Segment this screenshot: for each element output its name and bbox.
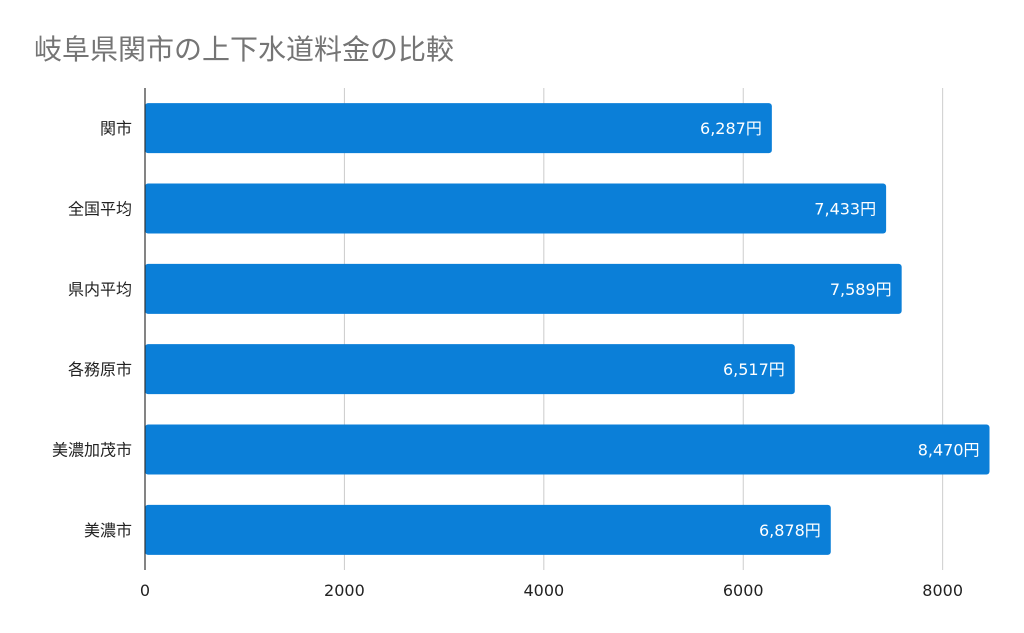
- data-label: 6,287円: [700, 119, 762, 138]
- category-label: 美濃加茂市: [52, 441, 132, 460]
- bar: [145, 424, 990, 475]
- x-tick-label: 2000: [324, 581, 365, 600]
- bar: [145, 344, 795, 395]
- bar: [145, 504, 831, 555]
- x-tick-label: 8000: [922, 581, 963, 600]
- bar: [145, 263, 902, 314]
- x-tick-label: 4000: [523, 581, 564, 600]
- category-label: 全国平均: [68, 200, 132, 219]
- category-label: 関市: [100, 119, 132, 138]
- data-label: 6,517円: [723, 360, 785, 379]
- data-label: 6,878円: [759, 521, 821, 540]
- category-label: 県内平均: [68, 280, 132, 299]
- category-label: 美濃市: [84, 521, 132, 540]
- data-label: 7,589円: [830, 280, 892, 299]
- bar: [145, 183, 887, 234]
- bar: [145, 103, 772, 154]
- category-label: 各務原市: [68, 360, 132, 379]
- x-tick-label: 0: [140, 581, 150, 600]
- x-tick-label: 6000: [723, 581, 764, 600]
- chart-title: 岐阜県関市の上下水道料金の比較: [34, 33, 455, 66]
- data-label: 8,470円: [918, 441, 980, 460]
- data-label: 7,433円: [814, 200, 876, 219]
